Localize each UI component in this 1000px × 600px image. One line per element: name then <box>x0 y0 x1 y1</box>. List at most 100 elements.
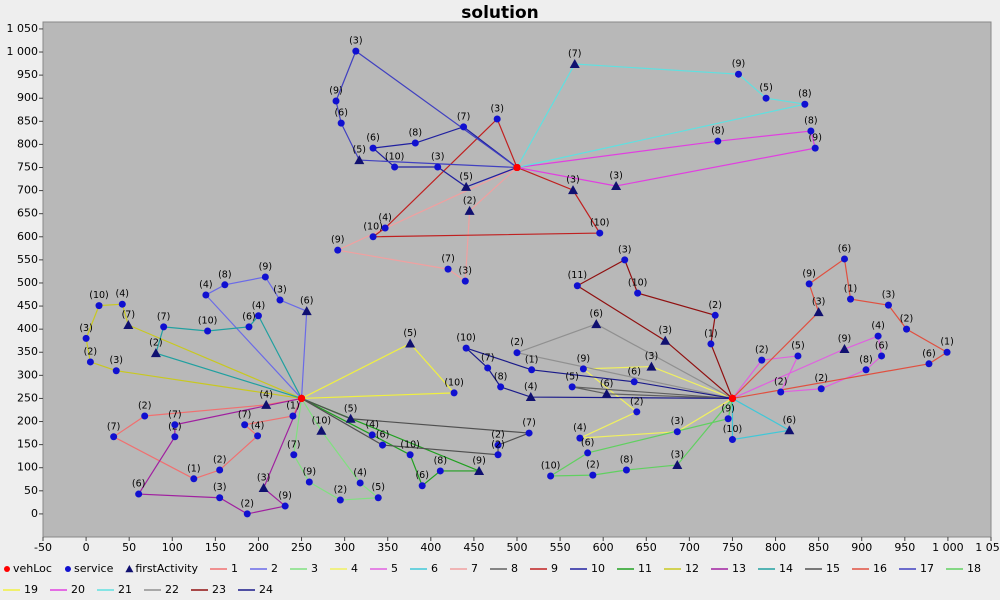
service <box>547 472 555 480</box>
stop-label: (2) <box>900 314 913 325</box>
service <box>202 291 210 299</box>
legend-label: 12 <box>685 562 699 575</box>
service <box>801 100 809 108</box>
stop-label: (2) <box>510 337 523 348</box>
legend-label: 18 <box>967 562 981 575</box>
stop-label: (8) <box>859 354 872 365</box>
service <box>261 273 269 281</box>
stop-label: (2) <box>213 455 226 466</box>
service <box>406 451 414 459</box>
legend-item: 15 <box>805 562 840 575</box>
chart-title: solution <box>461 3 538 23</box>
x-tick-label: 300 <box>334 541 355 554</box>
legend-item: 19 <box>3 583 38 596</box>
service <box>525 429 533 437</box>
stop-label: (1) <box>286 400 299 411</box>
y-tick-label: 950 <box>17 68 38 81</box>
stop-label: (3) <box>490 103 503 114</box>
stop-label: (6) <box>242 311 255 322</box>
x-tick-label: 500 <box>507 541 528 554</box>
first-activity <box>568 185 579 195</box>
legend-item: service <box>64 562 114 575</box>
stop-label: (9) <box>259 261 272 272</box>
legend-label: vehLoc <box>13 562 52 575</box>
route-line <box>335 50 518 169</box>
service <box>714 137 722 145</box>
legend-label: 11 <box>638 562 652 575</box>
stop-label: (7) <box>107 421 120 432</box>
stop-label: (6) <box>376 430 389 441</box>
legend-item: 11 <box>617 562 652 575</box>
x-tick-label: 350 <box>377 541 398 554</box>
stop-label: (10) <box>198 316 218 327</box>
legend-item: 23 <box>191 583 226 596</box>
stop-label: (3) <box>609 170 622 181</box>
service <box>622 466 630 474</box>
service <box>874 332 882 340</box>
stop-label: (10) <box>628 278 648 289</box>
service <box>777 388 785 396</box>
route-line <box>112 397 303 480</box>
stop-label: (2) <box>774 376 787 387</box>
legend-label: 14 <box>779 562 793 575</box>
service <box>216 466 224 474</box>
stop-label: (8) <box>434 455 447 466</box>
legend-label: 15 <box>826 562 840 575</box>
stop-label: (3) <box>671 416 684 427</box>
x-tick-label: 850 <box>808 541 829 554</box>
legend-item: 1 <box>210 562 238 575</box>
first-activity <box>813 307 824 317</box>
legend-label: 9 <box>551 562 558 575</box>
stop-label: (3) <box>213 482 226 493</box>
legend-label: 17 <box>920 562 934 575</box>
stop-label: (6) <box>334 108 347 119</box>
stop-label: (9) <box>303 467 316 478</box>
stops: (4)(2)(7)(1)(2)(4)(7)(1)(6)(3)(9)(8)(4)(… <box>79 36 954 518</box>
stop-label: (9) <box>808 133 821 144</box>
y-tick-label: 550 <box>17 253 38 266</box>
x-tick-label: 250 <box>291 541 312 554</box>
legend-label: firstActivity <box>135 562 198 575</box>
stop-label: (9) <box>802 268 815 279</box>
y-tick-label: 1 000 <box>7 45 39 58</box>
stop-label: (9) <box>472 455 485 466</box>
first-activity <box>474 465 485 475</box>
service <box>630 378 638 386</box>
service <box>758 356 766 364</box>
service <box>141 412 149 420</box>
legend-label: 6 <box>431 562 438 575</box>
x-tick-label: -50 <box>34 541 52 554</box>
service <box>817 385 825 393</box>
service <box>573 282 581 290</box>
service <box>925 360 933 368</box>
stop-label: (2) <box>586 460 599 471</box>
legend-item: 14 <box>758 562 793 575</box>
stop-label: (4) <box>116 289 129 300</box>
legend-item: 13 <box>711 562 746 575</box>
service <box>118 300 126 308</box>
stop-label: (5) <box>344 403 357 414</box>
stop-label: (6) <box>838 243 851 254</box>
stop-label: (4) <box>251 420 264 431</box>
route-line <box>465 347 733 400</box>
x-tick-label: 700 <box>679 541 700 554</box>
legend-label: service <box>74 562 114 575</box>
route-line <box>514 323 733 400</box>
stop-label: (10) <box>444 377 464 388</box>
route-line <box>301 342 456 400</box>
service <box>528 366 536 374</box>
stop-label: (5) <box>372 482 385 493</box>
service <box>204 327 212 335</box>
stop-label: (3) <box>658 325 671 336</box>
stop-label: (1) <box>844 284 857 295</box>
stop-label: (5) <box>759 83 772 94</box>
legend-label: 16 <box>873 562 887 575</box>
legend-item: 2 <box>250 562 278 575</box>
stop-label: (7) <box>441 254 454 265</box>
x-tick-label: 550 <box>550 541 571 554</box>
plot-area: 0501001502002503003504004505005506006507… <box>7 21 1000 554</box>
stop-label: (2) <box>334 485 347 496</box>
stop-label: (10) <box>590 218 610 229</box>
stop-label: (8) <box>494 371 507 382</box>
service <box>356 479 364 487</box>
